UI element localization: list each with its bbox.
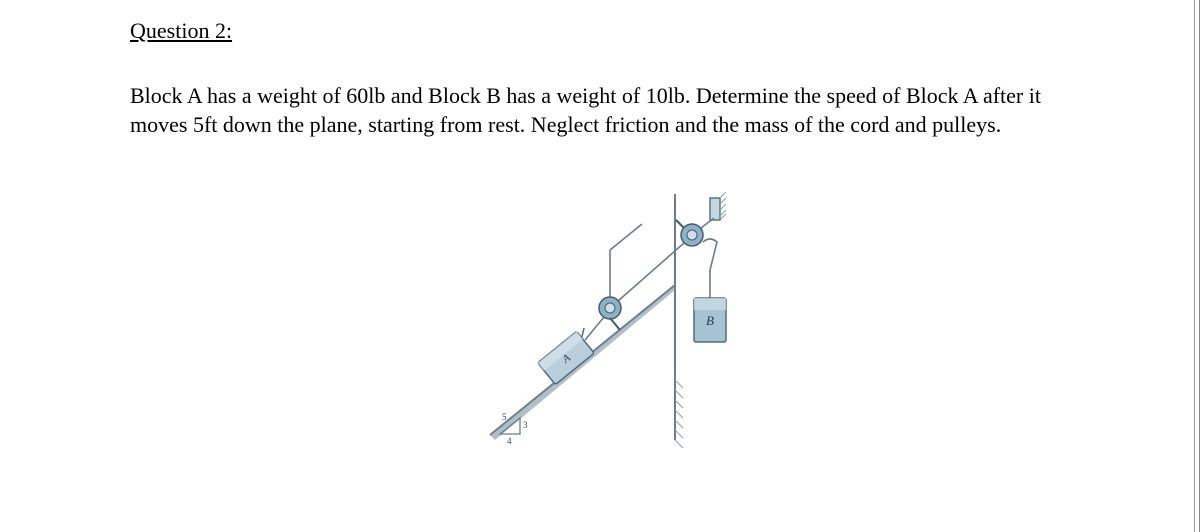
upper-short-arm	[610, 224, 642, 250]
mechanics-diagram: A B	[470, 190, 770, 470]
question-text: Block A has a weight of 60lb and Block B…	[130, 82, 1070, 139]
upper-anchor	[710, 198, 720, 220]
post-hatch	[675, 380, 683, 448]
cord-seg-1	[585, 317, 604, 340]
block-b-label: B	[706, 313, 714, 328]
figure: A B	[470, 190, 770, 470]
hook-b	[703, 239, 717, 270]
page-right-border	[1194, 0, 1200, 532]
slope-run: 4	[507, 436, 512, 446]
page: Question 2: Block A has a weight of 60lb…	[0, 0, 1200, 532]
block-b-group: B	[694, 298, 726, 342]
upper-anchor-hatch	[720, 192, 726, 220]
pulley-upper	[676, 220, 703, 246]
question-heading: Question 2:	[130, 18, 232, 44]
pulley-lower	[599, 297, 621, 330]
slope-rise: 3	[523, 420, 528, 430]
slope-hyp: 5	[502, 412, 507, 422]
cord-seg-3	[701, 218, 714, 228]
